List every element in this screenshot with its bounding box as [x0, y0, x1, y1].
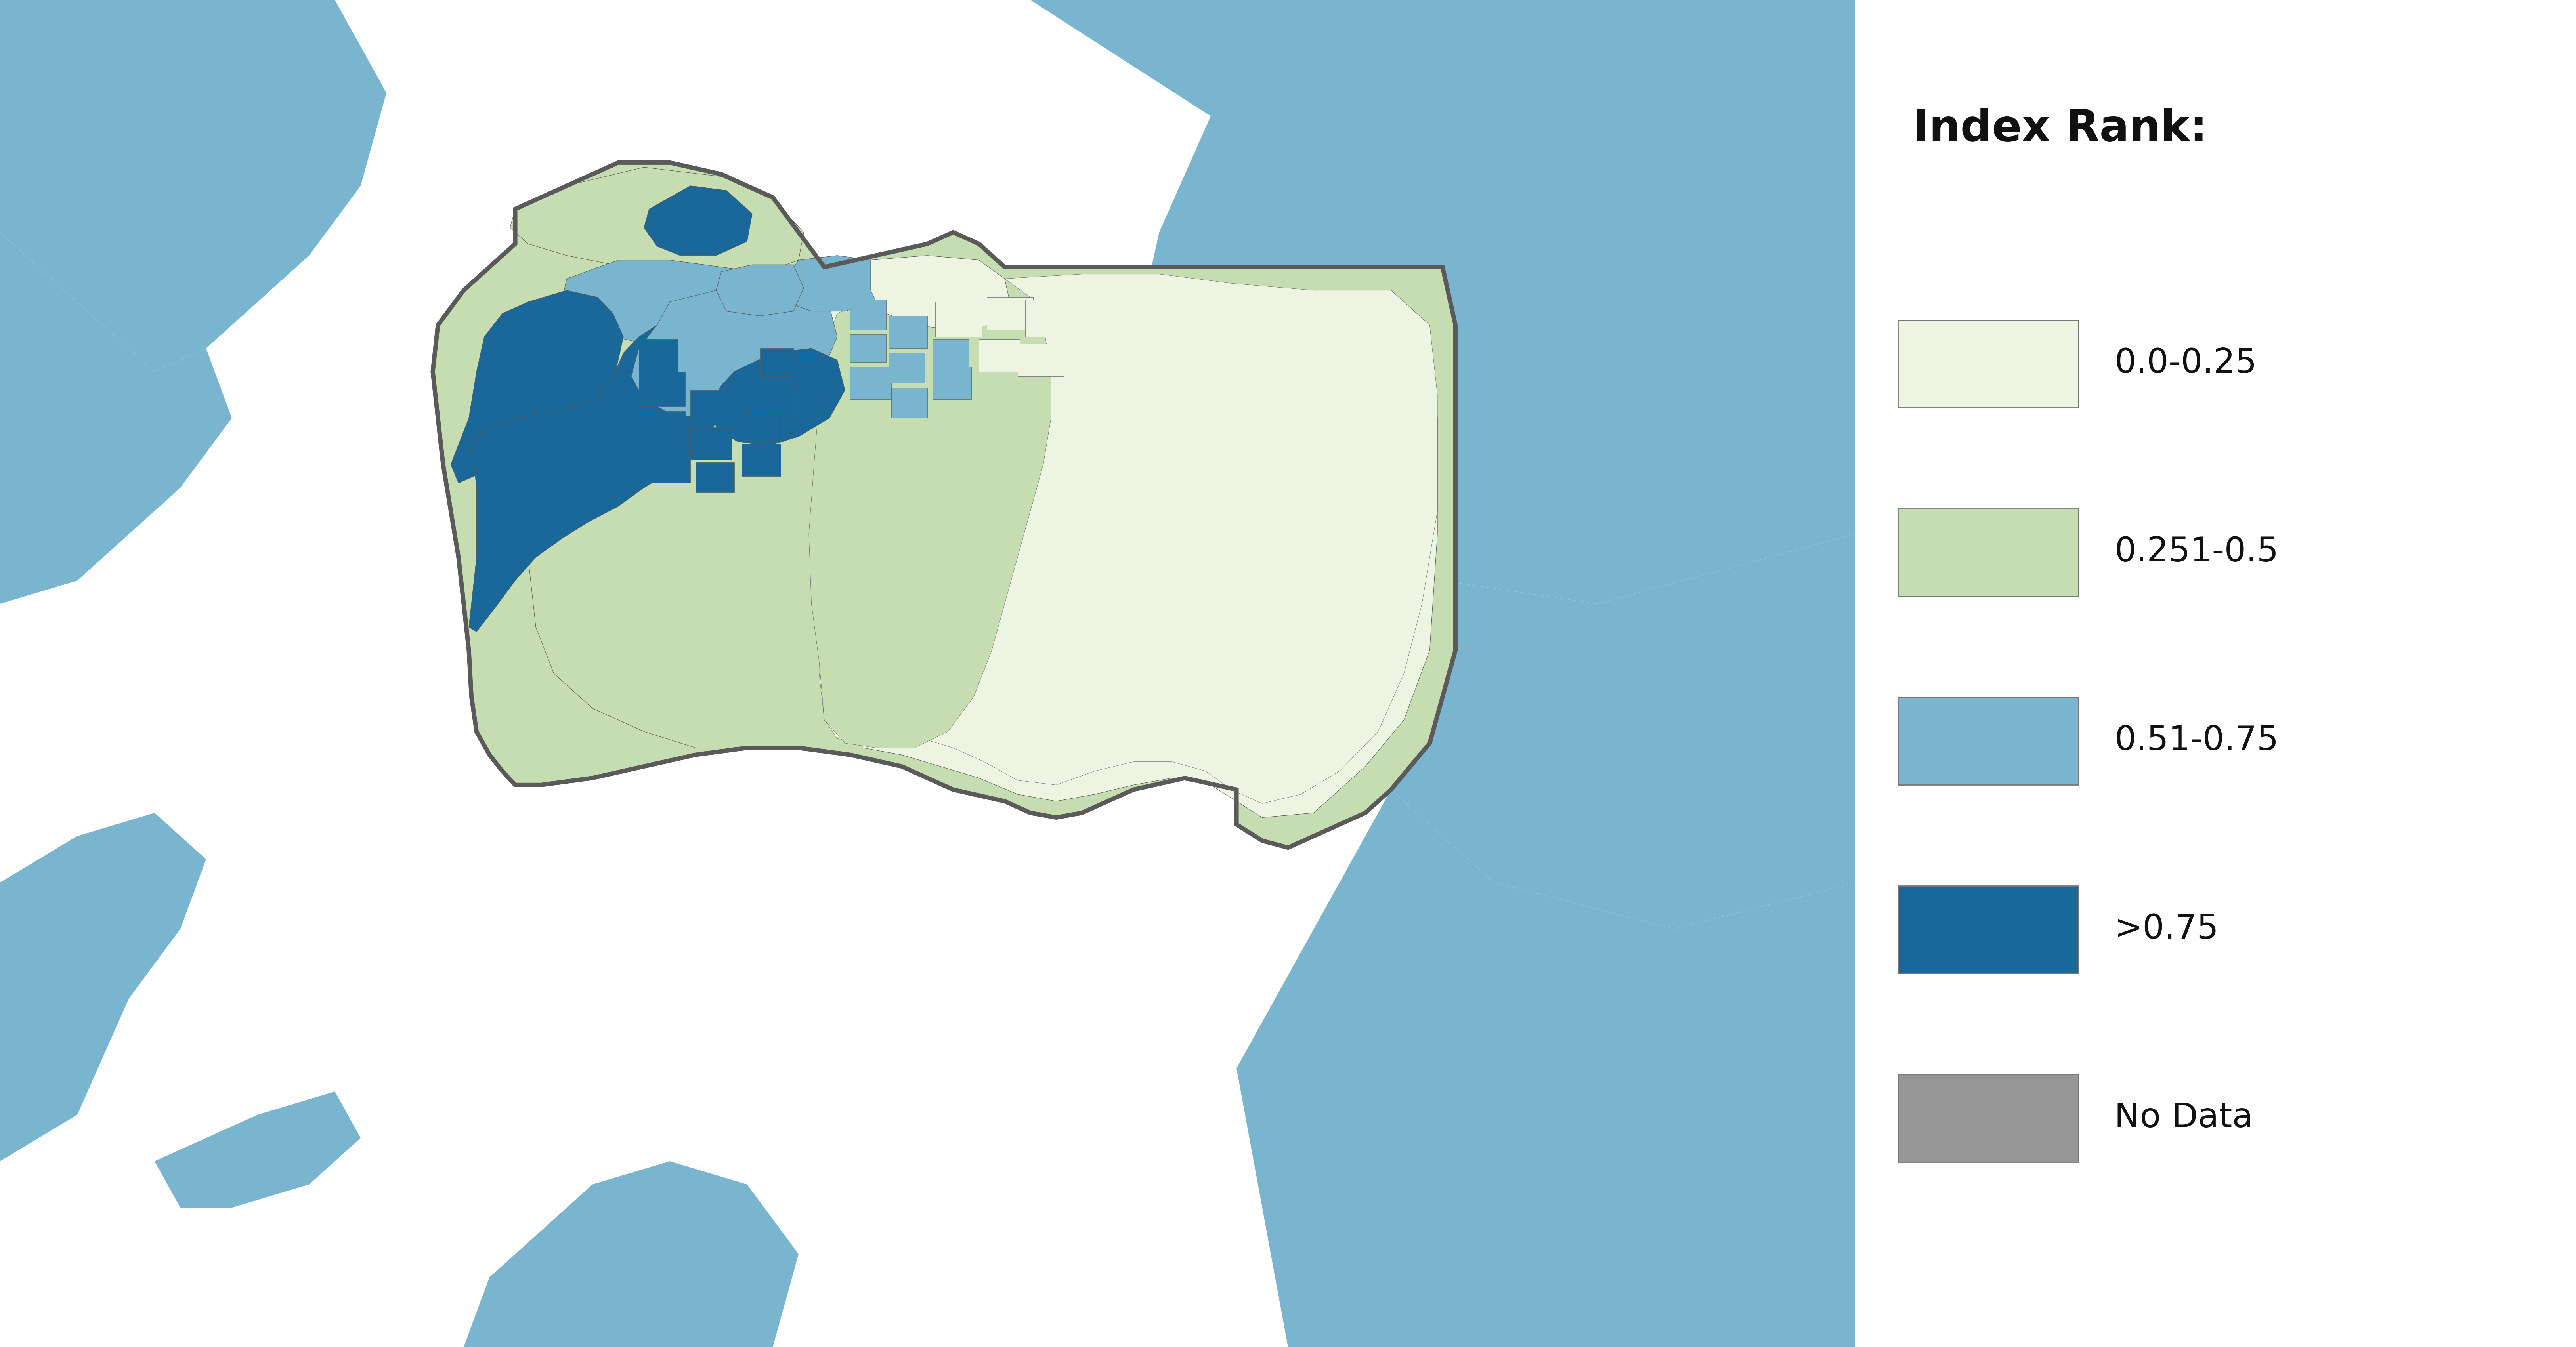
Polygon shape	[891, 388, 927, 418]
Polygon shape	[639, 372, 685, 407]
Polygon shape	[979, 339, 1020, 372]
Text: 0.0-0.25: 0.0-0.25	[2115, 348, 2257, 380]
FancyBboxPatch shape	[1899, 698, 2079, 784]
Polygon shape	[155, 1091, 361, 1208]
Polygon shape	[711, 349, 845, 446]
Polygon shape	[1018, 343, 1064, 376]
Polygon shape	[1030, 0, 1855, 603]
Polygon shape	[0, 0, 386, 372]
Text: No Data: No Data	[2115, 1102, 2254, 1134]
Polygon shape	[451, 291, 623, 484]
Polygon shape	[0, 232, 232, 603]
Polygon shape	[742, 443, 781, 475]
Text: 0.51-0.75: 0.51-0.75	[2115, 725, 2280, 757]
Polygon shape	[644, 186, 752, 256]
Polygon shape	[824, 267, 1437, 818]
Polygon shape	[935, 302, 981, 337]
Polygon shape	[850, 299, 886, 330]
Polygon shape	[469, 325, 734, 632]
Polygon shape	[562, 260, 799, 343]
FancyBboxPatch shape	[1899, 509, 2079, 595]
Polygon shape	[1236, 789, 1855, 1347]
Polygon shape	[809, 279, 1051, 748]
Polygon shape	[1391, 535, 1855, 929]
Polygon shape	[1025, 299, 1077, 337]
Polygon shape	[786, 256, 889, 311]
Polygon shape	[696, 462, 734, 493]
Polygon shape	[793, 388, 829, 418]
Polygon shape	[433, 163, 1455, 847]
Text: Index Rank:: Index Rank:	[1911, 108, 2208, 150]
Polygon shape	[639, 339, 677, 372]
Polygon shape	[690, 427, 732, 459]
Polygon shape	[510, 167, 804, 279]
Polygon shape	[793, 356, 827, 383]
Text: 0.251-0.5: 0.251-0.5	[2115, 536, 2280, 568]
Polygon shape	[889, 315, 927, 349]
Polygon shape	[690, 391, 732, 423]
Polygon shape	[528, 273, 863, 748]
Polygon shape	[639, 411, 685, 446]
Polygon shape	[644, 449, 690, 484]
Polygon shape	[747, 411, 783, 442]
Polygon shape	[1546, 0, 1855, 279]
FancyBboxPatch shape	[1899, 1075, 2079, 1161]
Polygon shape	[0, 812, 206, 1347]
Polygon shape	[716, 265, 804, 315]
Polygon shape	[987, 298, 1033, 330]
Polygon shape	[850, 366, 891, 400]
FancyBboxPatch shape	[1899, 321, 2079, 408]
Polygon shape	[933, 366, 971, 400]
Polygon shape	[464, 1161, 799, 1347]
Text: >0.75: >0.75	[2115, 913, 2218, 946]
Polygon shape	[819, 273, 1437, 804]
Polygon shape	[871, 256, 1010, 330]
Polygon shape	[933, 339, 969, 366]
Polygon shape	[889, 353, 925, 383]
FancyBboxPatch shape	[1899, 886, 2079, 973]
Polygon shape	[631, 291, 837, 418]
Polygon shape	[850, 334, 886, 362]
Polygon shape	[760, 349, 793, 376]
